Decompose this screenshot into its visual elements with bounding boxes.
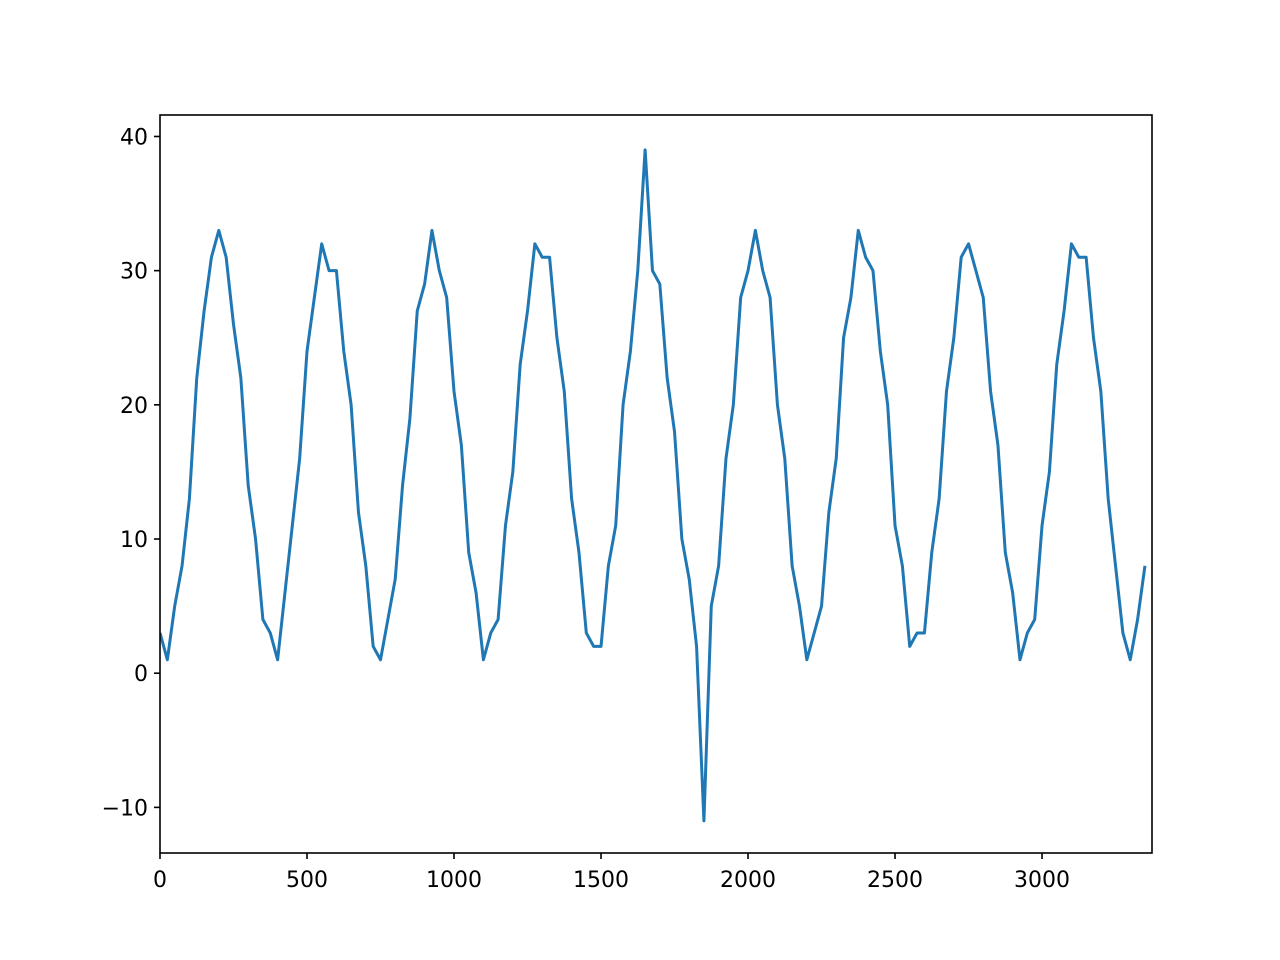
y-tick-label: 40 [120,125,148,150]
x-tick-label: 500 [286,868,328,893]
y-tick-label: 0 [134,662,148,687]
x-tick-label: 1000 [426,868,482,893]
y-tick-label: −10 [102,796,148,821]
data-line [160,148,1147,823]
x-tick-label: 1500 [573,868,629,893]
x-tick-label: 0 [153,868,167,893]
plot-frame [159,114,1153,854]
x-tick-label: 2000 [720,868,776,893]
y-tick-label: 30 [120,260,148,285]
x-tick-label: 3000 [1014,868,1070,893]
x-tick-label: 2500 [867,868,923,893]
y-tick-label: 20 [120,394,148,419]
y-tick-label: 10 [120,528,148,553]
